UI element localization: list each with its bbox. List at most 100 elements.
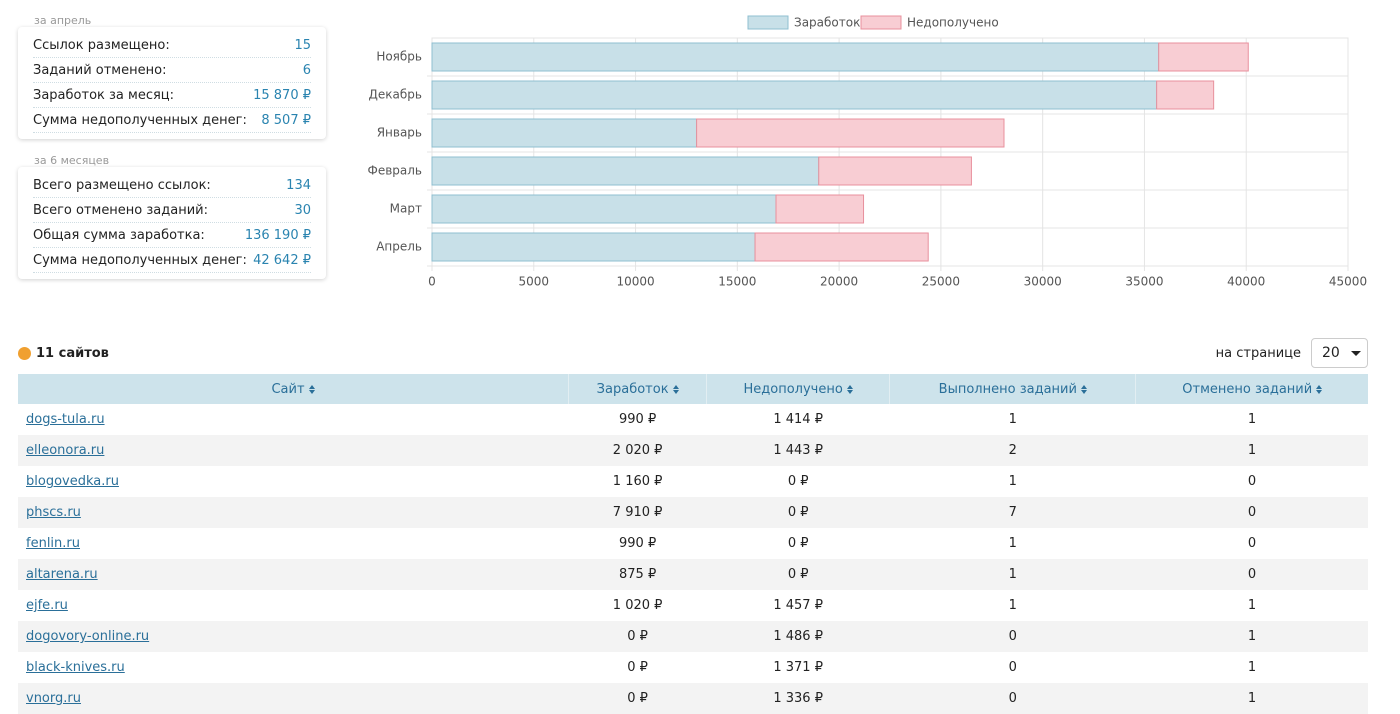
site-link[interactable]: vnorg.ru [26, 691, 81, 706]
site-link[interactable]: dogovory-online.ru [26, 629, 150, 644]
table-row: phscs.ru 7 910 ₽ 0 ₽ 7 0 [18, 497, 1368, 528]
table-cell: blogovedka.ru [18, 466, 569, 497]
table-cell: 0 ₽ [569, 652, 707, 683]
stats-label: Общая сумма заработка: [33, 227, 205, 243]
table-cell: 0 [890, 683, 1136, 714]
stats-label: Сумма недополученных денег: [33, 112, 247, 128]
stats-caption: за 6 месяцев [34, 154, 110, 167]
cell-text: 1 [1247, 598, 1257, 613]
table-cell: 7 [890, 497, 1136, 528]
x-tick-label: 25000 [922, 275, 960, 289]
table-cell: 0 ₽ [707, 466, 890, 497]
stats-value: 134 [286, 177, 311, 193]
table-cell: 990 ₽ [569, 404, 707, 435]
per-page-select[interactable]: 20 [1311, 338, 1368, 368]
count-label: 11 сайтов [36, 346, 109, 361]
table-cell: 0 [1136, 497, 1368, 528]
help-icon[interactable] [18, 347, 31, 360]
stats-label: Ссылок размещено: [33, 37, 170, 53]
column-header[interactable]: Сайт [18, 374, 569, 404]
cell-text: 2 020 ₽ [612, 443, 663, 458]
x-tick-label: 35000 [1125, 275, 1163, 289]
site-link[interactable]: altarena.ru [26, 567, 98, 582]
cell-text: 0 ₽ [627, 691, 648, 706]
table-row: blogovedka.ru 1 160 ₽ 0 ₽ 1 0 [18, 466, 1368, 497]
stats-row: Всего размещено ссылок: 134 [33, 173, 311, 198]
site-link[interactable]: black-knives.ru [26, 660, 125, 675]
cell-text: 1 336 ₽ [773, 691, 823, 706]
stats-row: Заданий отменено: 6 [33, 58, 311, 83]
column-header[interactable]: Заработок [567, 374, 707, 404]
cell-text: 0 ₽ [787, 505, 809, 520]
table-cell: 0 ₽ [569, 683, 707, 714]
cell-text: 1 [1247, 412, 1257, 427]
table-cell: 1 336 ₽ [707, 683, 890, 714]
cell-text: 1 371 ₽ [773, 660, 823, 675]
column-header[interactable]: Отменено заданий [1135, 374, 1368, 404]
cell-text: 1 [1008, 598, 1017, 613]
column-title: Заработок [596, 381, 669, 397]
legend-swatch [747, 15, 789, 30]
per-page-value: 20 [1322, 345, 1340, 361]
site-link[interactable]: phscs.ru [26, 505, 81, 520]
bar [1158, 42, 1249, 72]
table-cell: 0 [1136, 528, 1368, 559]
y-tick-label: Декабрь [369, 88, 422, 102]
site-link[interactable]: elleonora.ru [26, 443, 105, 458]
cell-text: 1 486 ₽ [773, 629, 823, 644]
column-header[interactable]: Недополучено [706, 374, 890, 404]
stats-value: 30 [294, 202, 311, 218]
cell-text: 1 [1247, 691, 1257, 706]
cell-text: 1 457 ₽ [773, 598, 823, 613]
sort-icon [1316, 384, 1323, 394]
table-cell: 1 486 ₽ [707, 621, 890, 652]
stats-row: Ссылок размещено: 15 [33, 33, 311, 58]
bar [431, 118, 698, 148]
table-cell: 1 [890, 528, 1136, 559]
table-cell: ejfe.ru [18, 590, 569, 621]
table-cell: 0 ₽ [569, 621, 707, 652]
per-page: на странице 20 [1216, 338, 1368, 368]
cell-text: 0 ₽ [787, 567, 809, 582]
stats-value: 8 507 ₽ [261, 112, 311, 128]
table-cell: fenlin.ru [18, 528, 569, 559]
table-cell: 1 [1136, 435, 1368, 466]
cell-text: 1 [1247, 660, 1257, 675]
column-header[interactable]: Выполнено заданий [889, 374, 1136, 404]
site-link[interactable]: fenlin.ru [26, 536, 80, 551]
cell-text: 2 [1008, 443, 1017, 458]
table-cell: 1 414 ₽ [707, 404, 890, 435]
sort-icon [308, 384, 315, 394]
cell-text: 0 [1247, 567, 1257, 582]
x-tick-label: 20000 [820, 275, 858, 289]
site-link[interactable]: ejfe.ru [26, 598, 68, 613]
table-cell: 0 [1136, 466, 1368, 497]
sort-icon [846, 384, 853, 394]
table-row: ejfe.ru 1 020 ₽ 1 457 ₽ 1 1 [18, 590, 1368, 621]
site-link[interactable]: dogs-tula.ru [26, 412, 105, 427]
bar [1156, 80, 1215, 110]
table-cell: 1 [890, 590, 1136, 621]
per-page-label: на странице [1215, 345, 1301, 361]
bar [696, 118, 1005, 148]
table-cell: 0 [890, 652, 1136, 683]
bar [818, 156, 972, 186]
x-tick-label: 30000 [1024, 275, 1062, 289]
stats-value: 15 [294, 37, 311, 53]
site-count: 11 сайтов [18, 346, 109, 361]
table-cell: 1 [1136, 590, 1368, 621]
table-cell: 1 [890, 559, 1136, 590]
y-tick-label: Январь [377, 126, 422, 140]
x-tick-label: 40000 [1227, 275, 1265, 289]
stats-value: 6 [302, 62, 311, 78]
bar [431, 232, 756, 262]
site-link[interactable]: blogovedka.ru [26, 474, 119, 489]
bar [431, 156, 820, 186]
bar [431, 194, 777, 224]
cell-text: 990 ₽ [619, 412, 657, 427]
stats-card: Ссылок размещено: 15 Заданий отменено: 6 Зар… [18, 27, 326, 139]
cell-text: 7 910 ₽ [612, 505, 663, 520]
chart: 0 5000 10000 15000 20000 25000 30000 35000 40000… [368, 15, 1367, 289]
table-row: vnorg.ru 0 ₽ 1 336 ₽ 0 1 [18, 683, 1368, 714]
